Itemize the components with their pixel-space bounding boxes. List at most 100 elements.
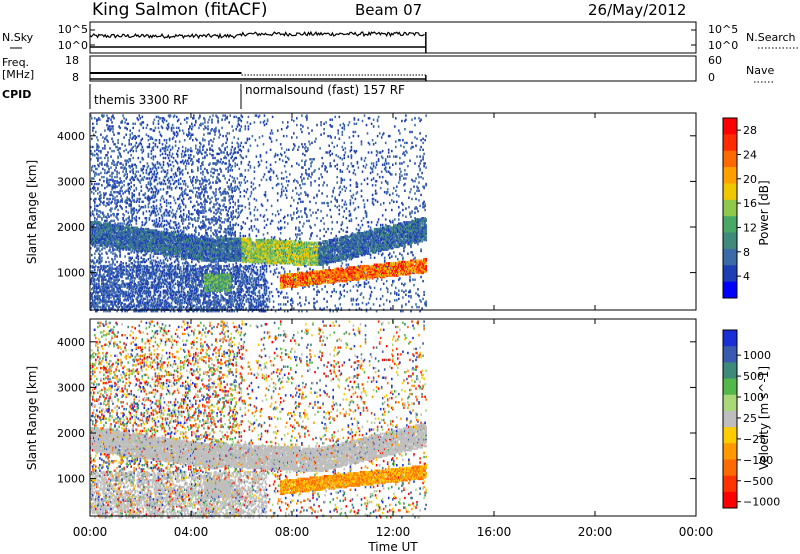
range-cell [163, 247, 166, 250]
range-cell [116, 286, 118, 290]
range-cell [123, 167, 125, 171]
range-cell [134, 241, 136, 244]
range-cell [164, 152, 167, 156]
range-cell [102, 296, 104, 299]
range-cell [94, 173, 96, 176]
range-cell [151, 249, 154, 253]
range-cell [110, 281, 112, 284]
range-cell [121, 310, 123, 313]
range-cell [182, 212, 185, 216]
range-cell [105, 299, 107, 302]
range-cell [129, 247, 131, 250]
range-cell [119, 181, 121, 184]
range-cell [131, 295, 133, 298]
range-cell [148, 218, 151, 221]
range-cell [113, 240, 115, 243]
range-cell [147, 292, 150, 295]
range-cell [121, 230, 123, 234]
range-cell [128, 264, 130, 268]
range-cell [109, 238, 111, 242]
range-cell [159, 301, 162, 305]
range-cell [164, 208, 167, 212]
range-cell [120, 195, 122, 198]
range-cell [155, 290, 158, 294]
range-cell [95, 189, 97, 192]
range-cell [134, 173, 136, 176]
range-cell [153, 299, 156, 302]
range-cell [101, 217, 103, 220]
range-cell [205, 229, 207, 232]
range-cell [181, 193, 184, 197]
range-cell [124, 305, 126, 309]
range-cell [143, 305, 146, 309]
range-cell [165, 174, 168, 177]
range-cell [110, 227, 112, 231]
range-cell [155, 169, 158, 172]
range-cell [92, 236, 94, 239]
range-cell [170, 273, 173, 276]
range-cell [119, 247, 121, 250]
range-cell [167, 214, 170, 217]
range-cell [174, 270, 177, 273]
range-cell [99, 286, 101, 290]
range-cell [172, 284, 175, 287]
range-cell [155, 286, 158, 290]
range-cell [101, 241, 103, 244]
range-cell [116, 226, 118, 229]
range-cell [168, 159, 171, 162]
range-cell [173, 300, 176, 303]
range-cell [106, 171, 108, 175]
range-cell [142, 282, 145, 285]
range-cell [110, 214, 112, 217]
range-cell [145, 248, 148, 251]
range-cell [107, 233, 109, 236]
range-cell [170, 186, 173, 190]
range-cell [90, 230, 92, 234]
range-cell [111, 270, 113, 273]
range-cell [97, 236, 99, 239]
range-cell [118, 227, 120, 231]
range-cell [150, 230, 153, 234]
range-cell [92, 122, 94, 125]
range-cell [132, 149, 134, 153]
range-cell [161, 166, 164, 169]
range-cell [106, 281, 108, 284]
range-cell [195, 226, 197, 229]
range-cell [124, 191, 126, 194]
range-cell [102, 147, 104, 150]
range-cell [131, 237, 133, 240]
range-cell [155, 204, 158, 208]
range-cell [171, 248, 174, 251]
range-cell [143, 244, 146, 247]
range-cell [146, 196, 149, 199]
range-cell [153, 232, 156, 235]
range-cell [113, 238, 115, 242]
range-cell [96, 233, 98, 236]
range-cell [110, 236, 112, 239]
range-cell [166, 211, 169, 214]
range-cell [110, 237, 112, 240]
range-cell [127, 285, 129, 288]
range-cell [128, 229, 130, 232]
range-cell [107, 222, 109, 225]
range-cell [147, 195, 150, 198]
range-cell [100, 299, 102, 302]
range-cell [93, 305, 95, 309]
range-cell [153, 243, 156, 246]
range-cell [142, 243, 145, 246]
range-cell [178, 225, 181, 228]
range-cell [94, 217, 96, 220]
range-cell [113, 292, 115, 295]
range-cell [105, 284, 107, 287]
range-cell [159, 182, 162, 186]
range-cell [189, 300, 191, 303]
range-cell [169, 163, 172, 166]
range-cell [129, 188, 131, 191]
range-cell [152, 191, 155, 194]
range-cell [136, 251, 139, 254]
range-cell [96, 285, 98, 288]
range-cell [181, 299, 184, 302]
range-cell [152, 255, 155, 258]
range-cell [140, 264, 143, 268]
range-cell [147, 189, 150, 192]
